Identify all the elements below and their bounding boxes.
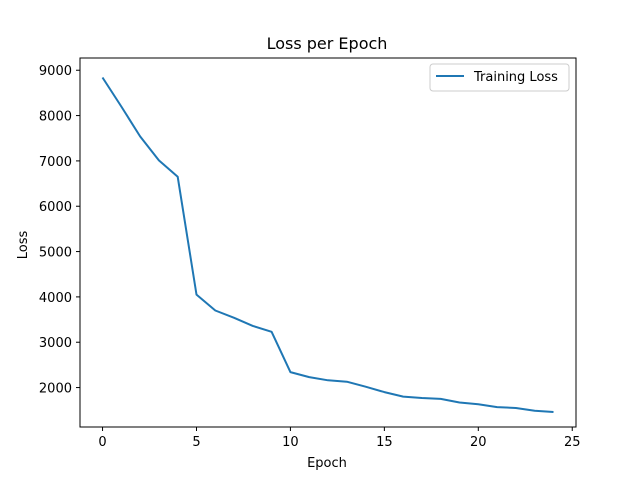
data-point <box>402 396 404 398</box>
data-point <box>440 398 442 400</box>
series-layer <box>101 76 554 413</box>
x-tick-label: 5 <box>192 435 200 450</box>
data-point <box>233 317 235 319</box>
x-tick-label: 25 <box>564 435 581 450</box>
plot-frame <box>79 57 577 428</box>
data-point <box>102 76 104 78</box>
y-tick-label: 4000 <box>39 291 72 306</box>
x-tick-label: 15 <box>376 435 393 450</box>
data-point <box>421 397 423 399</box>
data-point <box>271 331 273 333</box>
x-tick-label: 0 <box>98 435 106 450</box>
data-point <box>252 325 254 327</box>
y-tick-label: 7000 <box>39 155 72 170</box>
chart-title: Loss per Epoch <box>267 34 388 53</box>
y-tick-label: 2000 <box>39 382 72 397</box>
data-point <box>327 379 329 381</box>
data-point <box>308 376 310 378</box>
data-point <box>552 411 554 413</box>
data-point <box>534 410 536 412</box>
data-point <box>158 159 160 161</box>
legend: Training Loss <box>429 63 570 92</box>
y-axis: 2000 3000 4000 5000 6000 7000 8000 9000 <box>39 64 80 397</box>
x-axis-label: Epoch <box>307 456 347 471</box>
data-point <box>383 391 385 393</box>
data-point <box>365 386 367 388</box>
data-point <box>195 294 197 296</box>
data-point <box>177 176 179 178</box>
x-tick-label: 20 <box>470 435 487 450</box>
series-line <box>101 76 554 413</box>
data-point <box>139 135 141 137</box>
data-point <box>477 403 479 405</box>
data-point <box>459 402 461 404</box>
legend-label: Training Loss <box>473 70 558 85</box>
data-point <box>515 407 517 409</box>
data-point <box>289 371 291 373</box>
y-tick-label: 3000 <box>39 336 72 351</box>
y-tick-label: 6000 <box>39 200 72 215</box>
data-point <box>214 309 216 311</box>
y-tick-label: 8000 <box>39 110 72 125</box>
x-axis: 0 5 10 15 20 25 <box>98 427 581 450</box>
data-point <box>120 106 122 108</box>
data-point <box>496 406 498 408</box>
legend-box <box>429 63 570 92</box>
plot-area <box>80 58 576 427</box>
data-point <box>346 381 348 383</box>
y-axis-label: Loss <box>16 231 31 260</box>
y-tick-label: 5000 <box>39 246 72 261</box>
y-tick-label: 9000 <box>39 64 72 79</box>
x-tick-label: 10 <box>282 435 299 450</box>
